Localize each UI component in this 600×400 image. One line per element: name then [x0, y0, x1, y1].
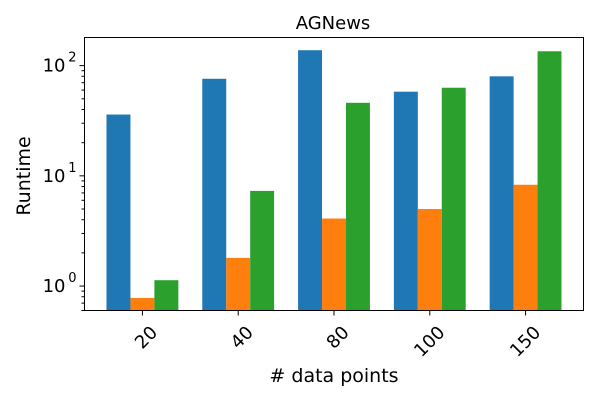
bar-s2-80 — [345, 102, 370, 311]
bar-s0-40 — [202, 78, 227, 311]
bar-s2-100 — [441, 87, 466, 311]
x-tick-label-150: 150 — [506, 322, 545, 361]
bar-s2-150 — [537, 51, 562, 311]
x-tick-label-20: 20 — [131, 322, 162, 353]
bar-s0-20 — [106, 114, 131, 311]
x-tick-label-80: 80 — [323, 322, 354, 353]
x-axis-label: # data points — [269, 365, 398, 387]
bar-s1-20 — [130, 297, 155, 311]
x-axis-ticks: 20 40 80 100 150 — [131, 310, 545, 361]
y-tick-label-1: 10 — [43, 276, 66, 297]
y-tick-label-10: 10 — [43, 166, 66, 187]
bar-s2-40 — [250, 190, 275, 311]
bar-s0-80 — [298, 50, 323, 311]
bars-group — [106, 50, 562, 311]
bar-s0-150 — [489, 76, 514, 311]
y-tick-exponent-100: 2 — [68, 51, 76, 66]
bar-s0-100 — [393, 91, 418, 311]
y-axis-label: Runtime — [13, 136, 35, 215]
x-tick-label-100: 100 — [410, 322, 449, 361]
bar-s1-40 — [226, 257, 251, 311]
bar-s1-80 — [322, 218, 346, 311]
plot-frame — [84, 37, 584, 311]
y-tick-label-100: 10 — [43, 56, 66, 77]
bar-s2-20 — [154, 280, 179, 311]
chart-title: AGNews — [296, 13, 371, 34]
bar-s1-150 — [513, 184, 538, 311]
y-tick-exponent-10: 1 — [68, 161, 76, 176]
y-tick-exponent-1: 0 — [68, 271, 76, 286]
x-tick-label-40: 40 — [227, 322, 258, 353]
bar-s1-100 — [417, 209, 442, 311]
